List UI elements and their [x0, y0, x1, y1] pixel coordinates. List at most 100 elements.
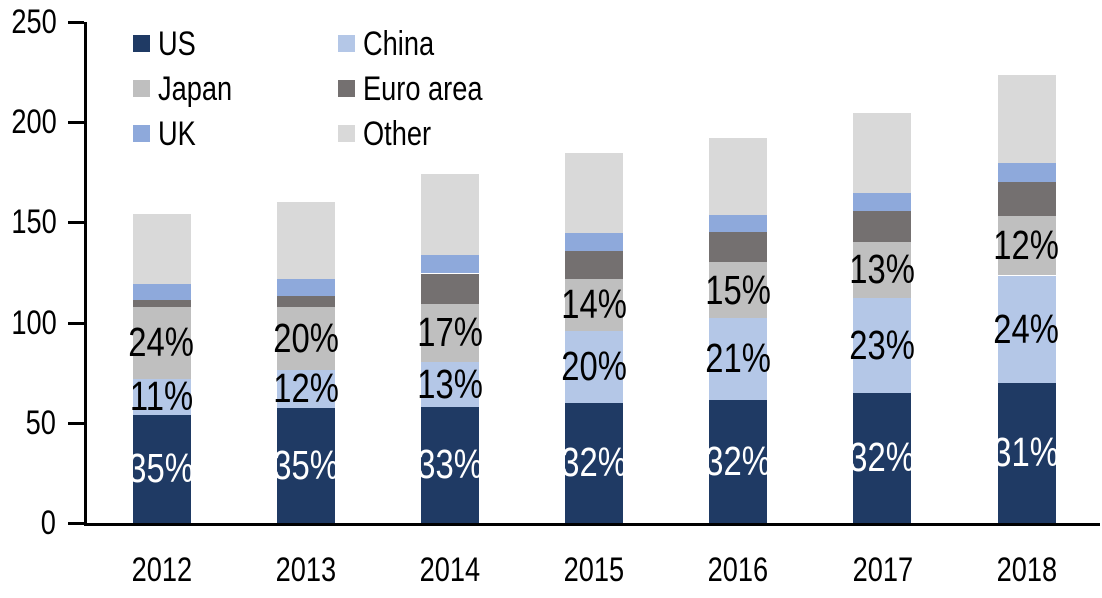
bar-segment-japan-2014	[420, 303, 479, 362]
x-axis-label-2015-text: 2015	[563, 551, 625, 589]
bar-label-japan-2013-text: 20%	[272, 314, 339, 361]
bar-label-china-2018-text: 24%	[993, 305, 1060, 352]
bar-label-japan-2014: 17%	[380, 312, 520, 353]
bar-label-china-2016-text: 21%	[705, 335, 771, 382]
bar-label-us-2014-text: 33%	[417, 441, 483, 488]
bar-label-china-2017-text: 23%	[849, 321, 916, 368]
legend-swatch-china	[338, 35, 355, 52]
x-axis-label-2012: 2012	[92, 553, 232, 587]
legend-swatch-other	[338, 125, 355, 142]
legend-label-china: China	[363, 24, 435, 63]
x-axis-label-2012-text: 2012	[131, 551, 192, 589]
bar-segment-china-2015	[565, 330, 623, 403]
bar-label-us-2013: 35%	[236, 444, 376, 486]
bar-label-china-2018: 24%	[957, 305, 1097, 352]
bar-segment-other-2017	[853, 113, 912, 194]
bar-segment-other-2012	[132, 214, 191, 284]
x-axis-label-2014: 2014	[380, 553, 520, 587]
bar-segment-uk-2015	[565, 233, 623, 252]
x-axis-label-2014-text: 2014	[419, 551, 481, 589]
bar-label-china-2017: 23%	[812, 321, 952, 368]
y-axis-tick-label-text: 50	[25, 403, 56, 442]
bar-segment-uk-2018	[997, 163, 1056, 183]
bar-label-us-2017-text: 32%	[849, 434, 916, 481]
bar-label-us-2015-text: 32%	[561, 439, 627, 486]
y-axis-tick	[68, 121, 84, 125]
bar-label-japan-2016-text: 15%	[705, 266, 771, 313]
bar-label-japan-2015-text: 14%	[561, 281, 627, 328]
bar-segment-euro-area-2017	[853, 211, 912, 243]
bar-segment-other-2016	[709, 138, 768, 216]
legend-swatch-uk	[133, 125, 150, 142]
bar-segment-euro-area-2013	[276, 295, 335, 307]
bar-segment-other-2013	[276, 202, 335, 279]
bar-segment-us-2014	[420, 406, 479, 523]
y-axis-tick	[68, 321, 84, 325]
bar-label-japan-2018: 12%	[957, 225, 1097, 266]
bar-segment-other-2014	[420, 174, 479, 256]
bar-segment-china-2014	[420, 361, 479, 407]
y-axis-tick-label: 100	[0, 306, 56, 340]
bar-segment-uk-2014	[420, 255, 479, 274]
bar-segment-us-2013	[276, 407, 335, 523]
bar-label-us-2012: 35%	[92, 448, 232, 489]
bar-segment-japan-2015	[565, 278, 623, 331]
bar-label-us-2014: 33%	[380, 444, 520, 485]
legend-item-other: Other	[338, 111, 512, 156]
bar-label-china-2014-text: 13%	[417, 360, 483, 407]
bar-label-china-2016: 21%	[668, 338, 808, 379]
bar-segment-euro-area-2012	[132, 299, 191, 307]
bar-label-us-2018-text: 31%	[993, 429, 1060, 476]
bar-label-japan-2017: 13%	[812, 249, 952, 290]
bar-label-china-2013-text: 12%	[272, 365, 339, 412]
bar-segment-uk-2013	[276, 278, 335, 296]
bar-label-japan-2014-text: 17%	[417, 309, 483, 356]
x-axis-label-2017: 2017	[812, 553, 952, 587]
bar-segment-us-2018	[997, 382, 1056, 523]
x-axis-label-2013: 2013	[236, 553, 376, 587]
legend-item-euro-area: Euro area	[338, 66, 512, 111]
y-axis-tick	[68, 421, 84, 425]
bar-segment-euro-area-2014	[420, 273, 479, 304]
bar-label-china-2015: 20%	[524, 346, 664, 387]
bar-segment-china-2018	[997, 275, 1056, 383]
y-axis-tick-label-text: 250	[11, 3, 57, 41]
bar-label-china-2013: 12%	[236, 368, 376, 409]
legend-label-euro-area: Euro area	[363, 69, 483, 108]
bar-segment-euro-area-2015	[565, 251, 623, 279]
bar-segment-japan-2016	[709, 262, 768, 318]
bar-segment-china-2017	[853, 297, 912, 393]
x-axis-label-2018: 2018	[957, 553, 1097, 587]
bar-segment-uk-2012	[132, 283, 191, 300]
y-axis-tick-label: 50	[0, 406, 56, 440]
bar-segment-china-2012	[132, 378, 191, 415]
x-axis-label-2016: 2016	[668, 553, 808, 587]
bar-label-us-2018: 31%	[957, 432, 1097, 473]
y-axis-tick	[68, 221, 84, 225]
bar-label-japan-2015: 14%	[524, 284, 664, 325]
bar-label-japan-2018-text: 12%	[993, 222, 1060, 269]
y-axis-tick-label-text: 200	[11, 103, 57, 142]
bar-label-us-2012-text: 35%	[128, 445, 195, 492]
bar-segment-china-2013	[276, 369, 335, 408]
legend-swatch-euro-area	[338, 80, 355, 97]
bar-segment-us-2017	[853, 392, 912, 523]
legend-label-uk: UK	[158, 114, 196, 153]
legend-item-us: US	[133, 21, 338, 66]
x-axis-label-2016-text: 2016	[707, 551, 769, 589]
bar-segment-us-2012	[132, 414, 191, 523]
bar-label-japan-2017-text: 13%	[849, 246, 916, 293]
x-axis-label-2015: 2015	[524, 553, 664, 587]
bar-label-china-2014: 13%	[380, 360, 520, 407]
bar-segment-other-2015	[565, 153, 623, 234]
y-axis-tick-label: 200	[0, 105, 56, 139]
bar-segment-other-2018	[997, 75, 1056, 164]
bar-segment-euro-area-2016	[709, 232, 768, 263]
y-axis-tick	[68, 21, 84, 24]
bar-segment-us-2015	[565, 402, 623, 523]
y-axis-tick-label-text: 0	[40, 504, 56, 542]
bar-label-japan-2012-text: 24%	[128, 319, 195, 366]
y-axis-tick-label-text: 100	[11, 303, 57, 342]
bar-label-japan-2012: 24%	[92, 322, 232, 363]
